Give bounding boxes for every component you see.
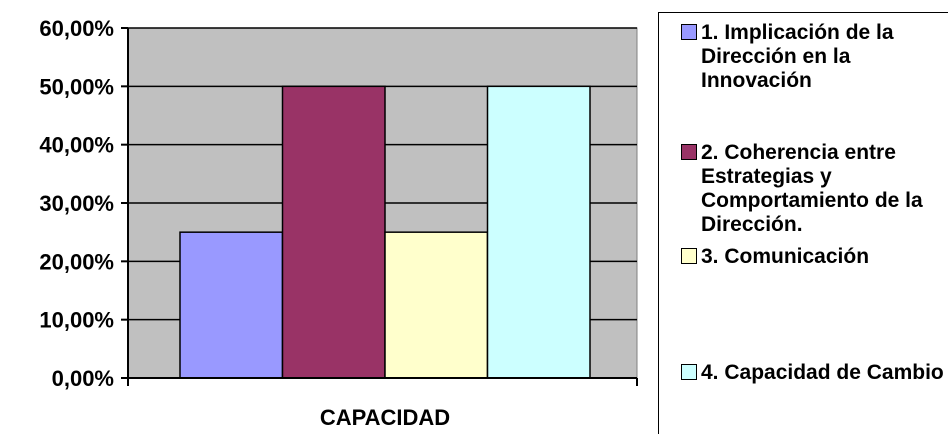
y-tick-label: 40,00% <box>39 133 114 158</box>
legend-label-1: 1. Implicación de la Dirección en la Inn… <box>701 21 894 92</box>
y-tick-label: 60,00% <box>39 16 114 41</box>
legend-swatch-2 <box>681 144 697 160</box>
y-axis-ticks: 0,00% 10,00% 20,00% 30,00% 40,00% 50,00% 60,00… <box>39 16 128 391</box>
legend-label-2: 2. Coherencia entre Estrategias y Compor… <box>701 141 923 236</box>
legend-swatch-3 <box>681 248 697 264</box>
legend-label-3: 3. Comunicación <box>701 245 870 268</box>
legend: 1. Implicación de la Dirección en la Inn… <box>658 12 948 434</box>
bar-series-2 <box>281 85 386 379</box>
bar-chart: 0,00% 10,00% 20,00% 30,00% 40,00% 50,00% 60,00… <box>39 16 638 430</box>
bars <box>179 85 591 379</box>
legend-item-4: 4. Capacidad de Cambio <box>681 361 945 385</box>
x-axis-category-label: CAPACIDAD <box>320 405 450 430</box>
bar-series-3 <box>384 231 489 379</box>
y-tick-label: 30,00% <box>39 191 114 216</box>
legend-item-1: 1. Implicación de la Dirección en la Inn… <box>681 21 945 93</box>
legend-item-3: 3. Comunicación <box>681 245 945 269</box>
legend-swatch-1 <box>681 24 697 40</box>
legend-label-4: 4. Capacidad de Cambio <box>701 361 944 384</box>
y-tick-label: 0,00% <box>52 366 114 391</box>
y-tick-label: 10,00% <box>39 308 114 333</box>
y-tick-label: 20,00% <box>39 249 114 274</box>
y-tick-label: 50,00% <box>39 74 114 99</box>
bar-series-4 <box>486 85 591 379</box>
legend-swatch-4 <box>681 364 697 380</box>
bar-series-1 <box>179 231 284 379</box>
legend-item-2: 2. Coherencia entre Estrategias y Compor… <box>681 141 945 237</box>
